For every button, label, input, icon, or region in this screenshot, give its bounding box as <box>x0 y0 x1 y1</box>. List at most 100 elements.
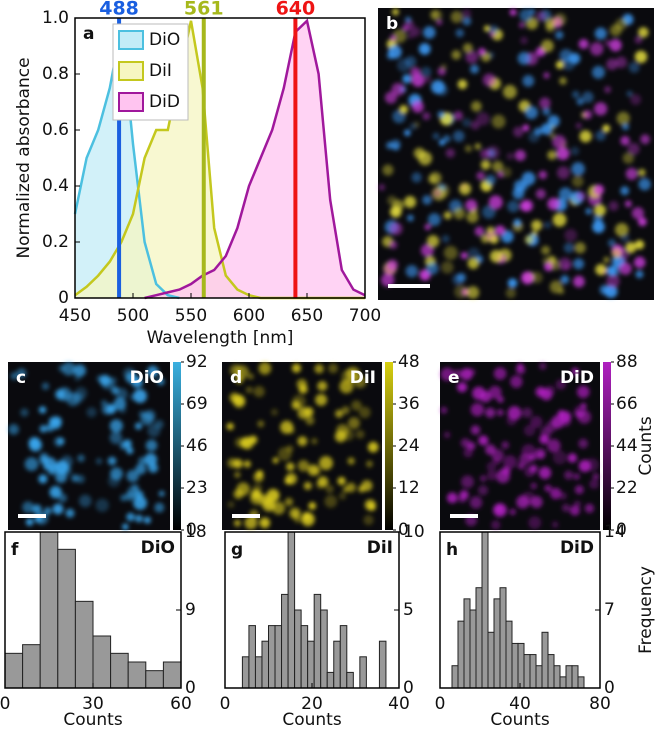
histogram-bar <box>541 631 549 689</box>
image-spot <box>272 501 286 515</box>
image-spot <box>507 200 520 213</box>
image-spot <box>536 451 545 460</box>
image-spot <box>454 284 468 299</box>
image-spot <box>543 221 551 229</box>
image-spot <box>551 415 565 429</box>
image-spot <box>387 195 397 206</box>
image-spot <box>236 482 250 496</box>
histogram-bar <box>535 665 543 689</box>
image-spot <box>317 380 328 392</box>
histogram-bar <box>481 531 489 689</box>
image-spot <box>513 126 524 138</box>
image-spot <box>431 9 443 22</box>
image-spot <box>512 187 525 200</box>
image-spot <box>615 56 627 69</box>
histogram-bar <box>39 531 59 689</box>
image-spot <box>558 187 573 201</box>
image-spot <box>578 38 589 49</box>
image-spot <box>58 493 68 503</box>
image-spot <box>380 273 395 287</box>
image-spot <box>443 245 458 260</box>
image-spot <box>635 270 644 279</box>
image-spot <box>253 385 265 398</box>
image-spot <box>570 146 580 156</box>
image-spot <box>486 470 497 481</box>
image-spot <box>505 287 517 299</box>
image-spot <box>280 420 294 434</box>
image-spot <box>452 369 463 379</box>
image-spot <box>534 127 543 136</box>
x-tick-label: 700 <box>349 306 381 326</box>
image-spot <box>552 213 567 227</box>
image-spot <box>110 467 123 481</box>
histogram-bar <box>92 635 112 689</box>
histogram-bar <box>346 671 354 689</box>
image-spot <box>631 207 644 220</box>
image-spot <box>637 217 647 227</box>
image-spot <box>145 439 158 452</box>
y-tick-label: 9 <box>185 600 196 620</box>
image-spot <box>20 408 29 417</box>
image-spot <box>96 375 104 383</box>
laser-label: 640 <box>276 0 316 20</box>
image-spot <box>539 97 551 109</box>
image-spot <box>480 159 491 170</box>
image-spot <box>259 517 271 529</box>
image-spot <box>556 166 570 180</box>
histogram-bar <box>261 640 270 689</box>
image-spot <box>39 424 48 433</box>
image-spot <box>125 491 135 501</box>
image-spot <box>436 19 443 26</box>
image-spot <box>78 494 92 508</box>
x-tick-label: 450 <box>59 306 91 326</box>
image-spot <box>558 288 565 295</box>
image-spot <box>257 420 265 428</box>
image-spot <box>317 476 329 488</box>
image-spot <box>465 199 478 212</box>
histogram-bar <box>22 644 41 689</box>
legend-entry: DiO <box>149 30 180 50</box>
image-spot <box>8 424 20 435</box>
image-spot <box>111 386 120 395</box>
image-spot <box>492 160 504 173</box>
image-spot <box>640 134 650 145</box>
image-spot <box>147 424 161 438</box>
image-spot <box>516 363 524 371</box>
image-spot <box>470 425 481 435</box>
image-spot <box>422 112 431 121</box>
image-spot <box>399 105 409 114</box>
image-spot <box>479 390 492 403</box>
image-spot <box>560 275 570 284</box>
image-spot <box>424 223 431 231</box>
image-spot <box>573 275 585 288</box>
image-spot <box>402 74 412 84</box>
image-spot <box>147 365 159 378</box>
image-spot <box>389 240 398 249</box>
image-spots <box>8 362 165 530</box>
image-spot <box>509 8 517 16</box>
image-spot <box>576 385 590 399</box>
histogram-bar <box>529 654 537 689</box>
image-spot <box>41 382 50 390</box>
image-spot <box>638 168 646 177</box>
image-spot <box>510 375 523 388</box>
image-spot <box>615 18 628 31</box>
image-spot <box>46 423 54 432</box>
image-spot <box>482 73 496 87</box>
image-spot <box>625 167 638 180</box>
image-spot <box>606 58 618 70</box>
image-spot <box>257 493 271 507</box>
image-spot <box>604 86 611 93</box>
histogram-bar <box>553 665 561 689</box>
image-spot <box>573 258 585 270</box>
image-spot <box>599 284 610 295</box>
image-spot <box>38 406 47 414</box>
image-spot <box>571 162 585 176</box>
image-spot <box>474 226 485 237</box>
image-spot <box>358 485 366 493</box>
image-spot <box>291 363 302 373</box>
image-spot <box>443 431 451 439</box>
image-spot <box>486 145 500 160</box>
image-spot <box>431 80 445 94</box>
